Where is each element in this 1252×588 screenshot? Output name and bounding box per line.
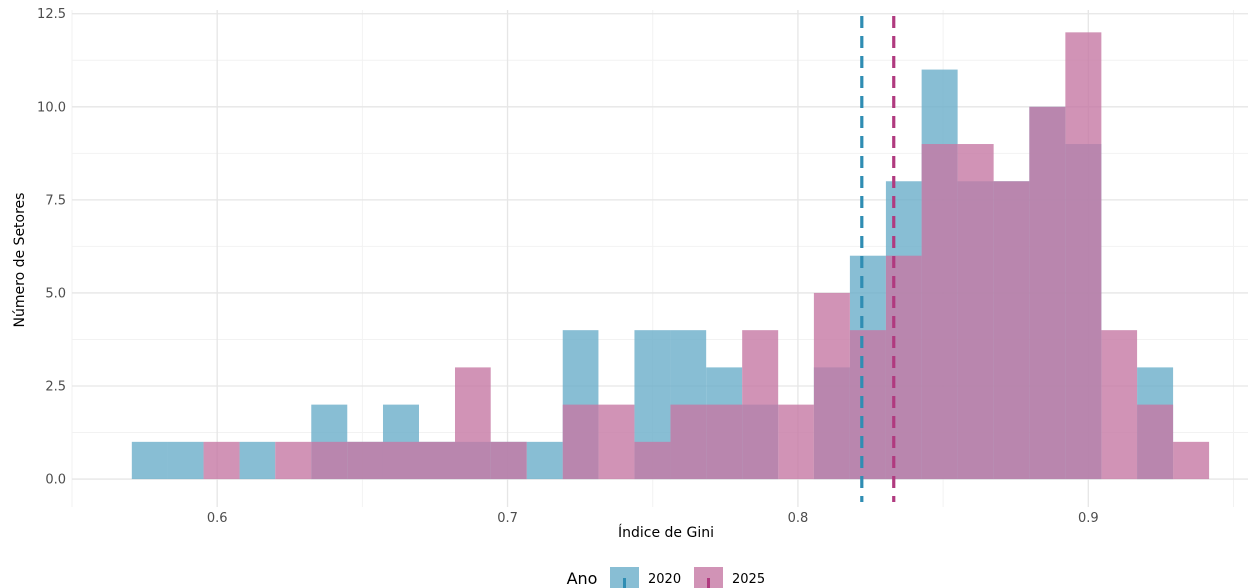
legend-swatch-2025 — [694, 567, 723, 588]
bar-2025 — [418, 441, 455, 480]
bar-2025 — [813, 292, 850, 480]
bar-2020 — [239, 441, 276, 480]
y-tick-label: 12.5 — [37, 7, 66, 22]
bar-2025 — [921, 144, 958, 480]
y-tick-label: 5.0 — [45, 286, 66, 301]
y-tick-label: 10.0 — [37, 100, 66, 115]
bar-2020 — [167, 441, 204, 480]
bar-2025 — [993, 181, 1030, 480]
x-tick-label: 0.9 — [1078, 511, 1099, 526]
bar-2025 — [849, 330, 886, 480]
bar-2025 — [670, 404, 707, 480]
histogram-bars — [131, 32, 1210, 480]
legend-item-2020: 2020 — [610, 567, 681, 588]
legend-label-2025: 2025 — [732, 572, 765, 587]
bar-2025 — [1029, 106, 1066, 480]
y-tick-label: 0.0 — [45, 473, 66, 488]
bar-2025 — [706, 404, 743, 480]
bar-2025 — [490, 441, 527, 480]
x-tick-label: 0.7 — [497, 511, 518, 526]
bar-2025 — [634, 441, 671, 480]
bar-2025 — [1173, 441, 1210, 480]
y-tick-label: 7.5 — [45, 193, 66, 208]
legend-label-2020: 2020 — [648, 572, 681, 587]
legend: Ano 2020 2025 — [567, 567, 765, 588]
bar-2025 — [275, 441, 312, 480]
x-tick-label: 0.6 — [207, 511, 228, 526]
bar-2025 — [311, 441, 348, 480]
bar-2025 — [598, 404, 635, 480]
legend-swatch-2020 — [610, 567, 639, 588]
bar-2025 — [1137, 404, 1174, 480]
bar-2025 — [203, 441, 240, 480]
x-tick-label: 0.8 — [788, 511, 809, 526]
bar-2025 — [562, 404, 599, 480]
bar-2025 — [957, 144, 994, 480]
mean-lines — [860, 16, 896, 502]
legend-item-2025: 2025 — [694, 567, 765, 588]
bar-2025 — [742, 330, 779, 480]
bar-2025 — [454, 367, 491, 480]
bar-2025 — [1065, 32, 1102, 480]
bar-2025 — [382, 441, 419, 480]
bar-2025 — [778, 404, 814, 480]
y-axis-title: Número de Setores — [12, 193, 28, 328]
y-tick-labels: 0.0 2.5 5.0 7.5 10.0 12.5 — [37, 7, 66, 487]
bar-2020 — [131, 441, 168, 480]
x-tick-labels: 0.6 0.7 0.8 0.9 — [207, 511, 1099, 526]
bar-2025 — [347, 441, 383, 480]
bar-2020 — [526, 441, 563, 480]
x-axis-title: Índice de Gini — [618, 524, 714, 541]
y-tick-label: 2.5 — [45, 380, 66, 395]
legend-title: Ano — [567, 569, 598, 588]
bar-2025 — [1101, 330, 1138, 480]
bar-2025 — [885, 255, 922, 480]
